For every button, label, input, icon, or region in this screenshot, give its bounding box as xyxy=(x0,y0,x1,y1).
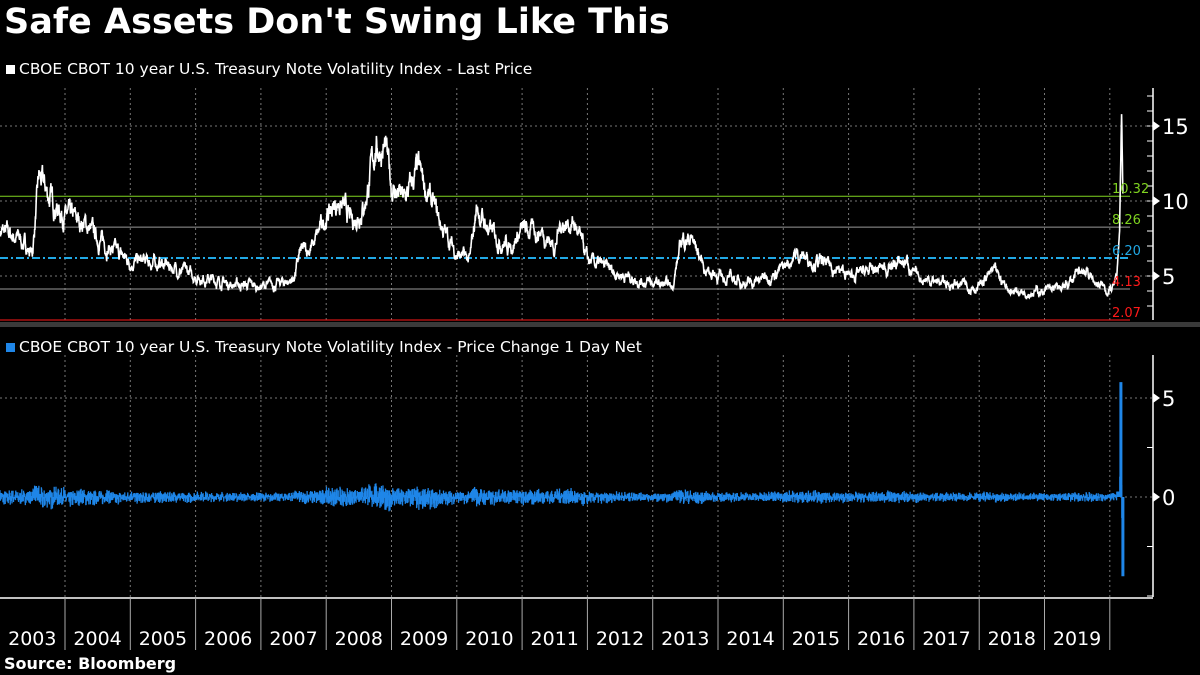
x-tick-label: 2015 xyxy=(792,628,840,650)
legend-swatch-white xyxy=(6,64,15,74)
x-tick-label: 2010 xyxy=(465,628,513,650)
x-tick-label: 2017 xyxy=(922,628,970,650)
x-tick-label: 2019 xyxy=(1053,628,1101,650)
x-tick-label: 2014 xyxy=(726,628,774,650)
y-tick-marker xyxy=(1153,121,1160,131)
x-tick-label: 2013 xyxy=(661,628,709,650)
x-tick-label: 2008 xyxy=(335,628,383,650)
x-tick-label: 2003 xyxy=(8,628,56,650)
y-tick-label: 15 xyxy=(1162,115,1189,139)
x-tick-label: 2016 xyxy=(857,628,905,650)
reference-line-label: 4.13 xyxy=(1112,275,1141,290)
y-tick-marker xyxy=(1153,271,1160,281)
x-tick-label: 2011 xyxy=(531,628,579,650)
x-tick-label: 2004 xyxy=(73,628,121,650)
reference-line-label: 8.26 xyxy=(1112,213,1141,228)
series-price-change xyxy=(0,476,1124,518)
legend-label: CBOE CBOT 10 year U.S. Treasury Note Vol… xyxy=(19,338,642,356)
reference-line-label: 10.32 xyxy=(1112,182,1149,197)
chart-title: Safe Assets Don't Swing Like This xyxy=(4,2,670,42)
y-tick-marker xyxy=(1153,196,1160,206)
y-tick-marker xyxy=(1153,393,1160,403)
legend-price-change: CBOE CBOT 10 year U.S. Treasury Note Vol… xyxy=(6,338,642,356)
legend-label: CBOE CBOT 10 year U.S. Treasury Note Vol… xyxy=(19,60,533,78)
x-tick-label: 2018 xyxy=(988,628,1036,650)
series-last-price-line xyxy=(0,114,1124,300)
legend-swatch-blue xyxy=(6,342,15,352)
x-tick-label: 2005 xyxy=(139,628,187,650)
y-tick-label: 10 xyxy=(1162,190,1189,214)
y-tick-label: 5 xyxy=(1162,387,1175,411)
y-tick-label: 5 xyxy=(1162,265,1175,289)
legend-last-price: CBOE CBOT 10 year U.S. Treasury Note Vol… xyxy=(6,60,532,78)
x-tick-label: 2006 xyxy=(204,628,252,650)
reference-line-label: 2.07 xyxy=(1112,306,1141,321)
source-note: Source: Bloomberg xyxy=(4,654,177,673)
y-tick-label: 0 xyxy=(1162,486,1175,510)
x-tick-label: 2012 xyxy=(596,628,644,650)
x-tick-label: 2009 xyxy=(400,628,448,650)
panel-divider xyxy=(0,322,1200,327)
x-tick-label: 2007 xyxy=(269,628,317,650)
y-tick-marker xyxy=(1153,492,1160,502)
reference-line-label: 6.20 xyxy=(1112,244,1141,259)
